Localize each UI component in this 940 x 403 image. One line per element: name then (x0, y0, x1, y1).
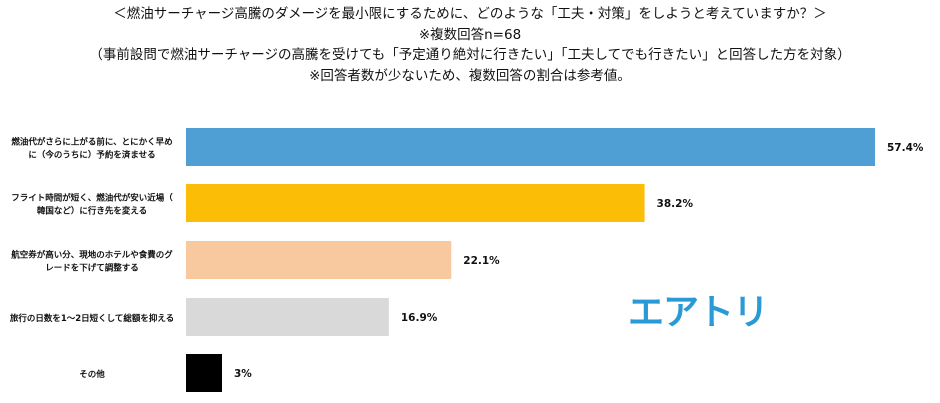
category-label-1-line-0: フライト時間が短く、燃油代が安い近場（ (11, 193, 173, 204)
target-note: （事前設問で燃油サーチャージの高騰を受けても「予定通り絶対に行きたい」「工夫して… (89, 47, 851, 63)
bar-3 (186, 298, 389, 336)
bar-1 (186, 184, 645, 222)
category-label-4-line-0: その他 (79, 369, 105, 380)
value-label-3: 16.9% (401, 312, 438, 324)
value-label-1: 38.2% (657, 198, 694, 210)
bar-0 (186, 128, 875, 166)
value-label-0: 57.4% (887, 142, 924, 154)
reference-note: ※回答者数が少ないため、複数回答の割合は参考値。 (309, 67, 631, 84)
bar-2 (186, 241, 452, 279)
chart-header: ＜燃油サーチャージ高騰のダメージを最小限にするために、どのような「工夫・対策」を… (0, 4, 940, 86)
airtrip-logo: エアトリ (628, 292, 769, 333)
category-label-0-line-1: に（今のうちに）予約を済ませる (28, 150, 155, 161)
value-label-4: 3% (234, 368, 252, 380)
sample-size-note: ※複数回答n=68 (418, 26, 522, 43)
chart-title: ＜燃油サーチャージ高騰のダメージを最小限にするために、どのような「工夫・対策」を… (113, 6, 827, 22)
category-label-0-line-0: 燃油代がさらに上がる前に、とにかく早め (11, 137, 172, 148)
value-label-2: 22.1% (463, 255, 500, 267)
category-label-1-line-1: 韓国など）に行き先を変える (37, 206, 147, 217)
category-label-3-line-0: 旅行の日数を1～2日短くして総額を抑える (9, 313, 174, 324)
bar-4 (186, 354, 223, 392)
category-label-2-line-1: レードを下げて調整する (45, 263, 139, 274)
category-label-2-line-0: 航空券が高い分、現地のホテルや食費のグ (11, 250, 173, 261)
